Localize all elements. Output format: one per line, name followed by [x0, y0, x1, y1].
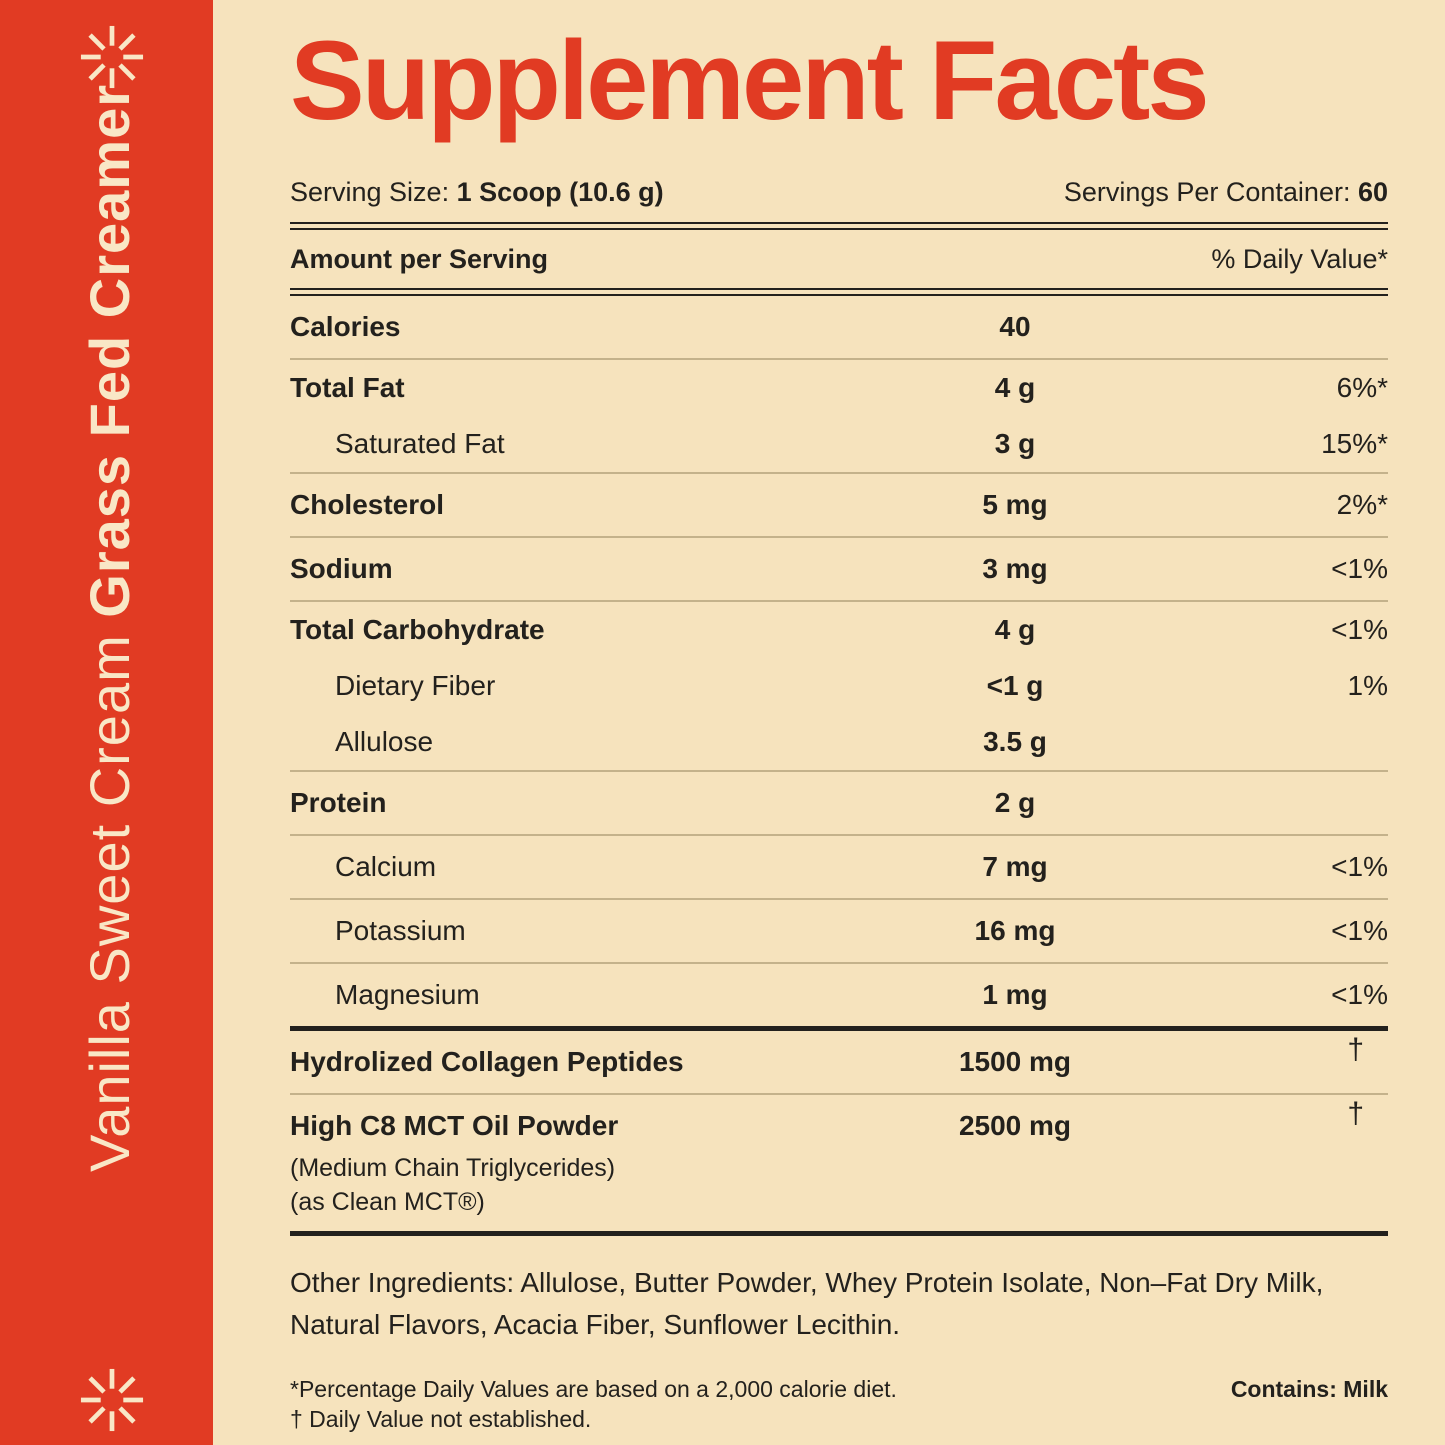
table-header: Amount per Serving % Daily Value*	[290, 230, 1388, 288]
asterisk-star-icon	[80, 1368, 144, 1432]
table-row-mct: High C8 MCT Oil Powder (Medium Chain Tri…	[290, 1095, 1388, 1231]
row-label: Magnesium	[335, 978, 480, 1010]
percent-note: *Percentage Daily Values are based on a …	[290, 1375, 897, 1402]
dagger-note: † Daily Value not established.	[290, 1405, 592, 1432]
row-daily-value: 6%*	[1336, 371, 1388, 403]
row-daily-value: <1%	[1331, 613, 1388, 645]
table-row-calories: Calories 40	[290, 296, 1388, 358]
fineprint: *Percentage Daily Values are based on a …	[290, 1374, 1388, 1434]
dagger-symbol: †	[1347, 1032, 1364, 1066]
row-daily-value: 2%*	[1336, 488, 1388, 520]
table-row-potassium: Potassium 16 mg <1%	[290, 900, 1388, 962]
table-row-saturated-fat: Saturated Fat 3 g 15%*	[290, 416, 1388, 472]
divider-light	[290, 1092, 1388, 1095]
flavor-name: Vanilla Sweet Cream	[78, 617, 141, 1172]
mct-name: High C8 MCT Oil Powder	[290, 1109, 619, 1141]
row-amount: 2500 mg	[958, 1109, 1072, 1141]
row-label: Sodium	[290, 552, 393, 584]
mct-subnote: (as Clean MCT®)	[290, 1187, 485, 1216]
serving-row: Serving Size: 1 Scoop (10.6 g) Servings …	[290, 177, 1388, 222]
row-label: Hydrolized Collagen Peptides	[290, 1045, 684, 1077]
other-ingredients: Other Ingredients: Allulose, Butter Powd…	[290, 1266, 1324, 1340]
row-amount: 5 mg	[982, 488, 1048, 520]
row-amount: 16 mg	[974, 914, 1056, 946]
row-daily-value: <1%	[1331, 850, 1388, 882]
row-label: Total Carbohydrate	[290, 613, 545, 645]
divider-light	[290, 769, 1388, 772]
row-label: Saturated Fat	[335, 427, 505, 459]
serving-size-value: 1 Scoop (10.6 g)	[456, 176, 664, 207]
divider-light	[290, 535, 1388, 538]
product-name: Grass Fed Creamer	[78, 83, 141, 618]
asterisk-star-icon	[80, 25, 144, 89]
row-label: Calories	[290, 310, 401, 342]
row-daily-value: <1%	[1331, 978, 1388, 1010]
table-row-protein: Protein 2 g	[290, 772, 1388, 834]
divider-heavy	[290, 221, 1388, 230]
row-label: Allulose	[335, 725, 434, 757]
row-label: Dietary Fiber	[335, 669, 496, 701]
page-title: Supplement Facts	[290, 18, 1210, 143]
table-row-sodium: Sodium 3 mg <1%	[290, 538, 1388, 600]
vertical-product-name: Vanilla Sweet Cream Grass Fed Creamer	[76, 84, 144, 1172]
row-amount: 4 g	[994, 613, 1036, 645]
row-label: Potassium	[335, 914, 466, 946]
divider-light	[290, 357, 1388, 360]
serving-size-label: Serving Size:	[290, 176, 457, 207]
row-label: Calcium	[335, 850, 437, 882]
divider-thick	[290, 1230, 1388, 1236]
table-row-cholesterol: Cholesterol 5 mg 2%*	[290, 474, 1388, 536]
row-daily-value: 15%*	[1321, 427, 1388, 459]
table-row-total-carbohydrate: Total Carbohydrate 4 g <1%	[290, 602, 1388, 658]
table-row-allulose: Allulose 3.5 g	[290, 714, 1388, 770]
contains-label: Contains:	[1230, 1375, 1344, 1402]
facts-panel: Supplement Facts Serving Size: 1 Scoop (…	[290, 0, 1388, 1434]
row-amount: 1 mg	[982, 978, 1048, 1010]
servings-per-container-label: Servings Per Container:	[1063, 176, 1358, 207]
servings-per-container-value: 60	[1357, 176, 1388, 207]
row-amount: 40	[999, 310, 1031, 342]
table-row-dietary-fiber: Dietary Fiber <1 g 1%	[290, 658, 1388, 714]
divider-light	[290, 471, 1388, 474]
row-amount: <1 g	[986, 669, 1044, 701]
row-label: Total Fat	[290, 371, 405, 403]
table-row-collagen: Hydrolized Collagen Peptides 1500 mg †	[290, 1031, 1388, 1093]
row-amount: 1500 mg	[958, 1045, 1072, 1077]
divider-thick	[290, 1025, 1388, 1031]
row-daily-value: <1%	[1331, 914, 1388, 946]
table-row-total-fat: Total Fat 4 g 6%*	[290, 360, 1388, 416]
row-amount: 7 mg	[982, 850, 1048, 882]
divider-light	[290, 897, 1388, 900]
row-label: High C8 MCT Oil Powder (Medium Chain Tri…	[290, 1109, 860, 1219]
row-amount: 3 g	[994, 427, 1036, 459]
row-amount: 2 g	[994, 786, 1036, 818]
row-amount: 4 g	[994, 371, 1036, 403]
divider-light	[290, 833, 1388, 836]
divider-heavy	[290, 287, 1388, 296]
servings-per-container: Servings Per Container: 60	[1064, 177, 1388, 208]
mct-subnote: (Medium Chain Triglycerides)	[290, 1153, 616, 1182]
row-amount: 3.5 g	[983, 725, 1047, 757]
row-amount: 3 mg	[982, 552, 1048, 584]
fineprint-notes: *Percentage Daily Values are based on a …	[290, 1374, 897, 1434]
divider-light	[290, 599, 1388, 602]
contains-value: Milk	[1343, 1375, 1388, 1402]
row-label: Cholesterol	[290, 488, 445, 520]
amount-per-serving-header: Amount per Serving	[290, 243, 549, 274]
dagger-symbol: †	[1347, 1096, 1364, 1130]
row-daily-value: 1%	[1347, 669, 1388, 701]
table-row-magnesium: Magnesium 1 mg <1%	[290, 964, 1388, 1026]
divider-light	[290, 961, 1388, 964]
table-row-calcium: Calcium 7 mg <1%	[290, 836, 1388, 898]
contains-statement: Contains: Milk	[1231, 1374, 1388, 1404]
sidebar: Vanilla Sweet Cream Grass Fed Creamer	[0, 0, 213, 1445]
serving-size: Serving Size: 1 Scoop (10.6 g)	[290, 177, 664, 208]
daily-value-header: % Daily Value*	[1211, 243, 1388, 274]
row-label: Protein	[290, 786, 387, 818]
row-daily-value: <1%	[1331, 552, 1388, 584]
